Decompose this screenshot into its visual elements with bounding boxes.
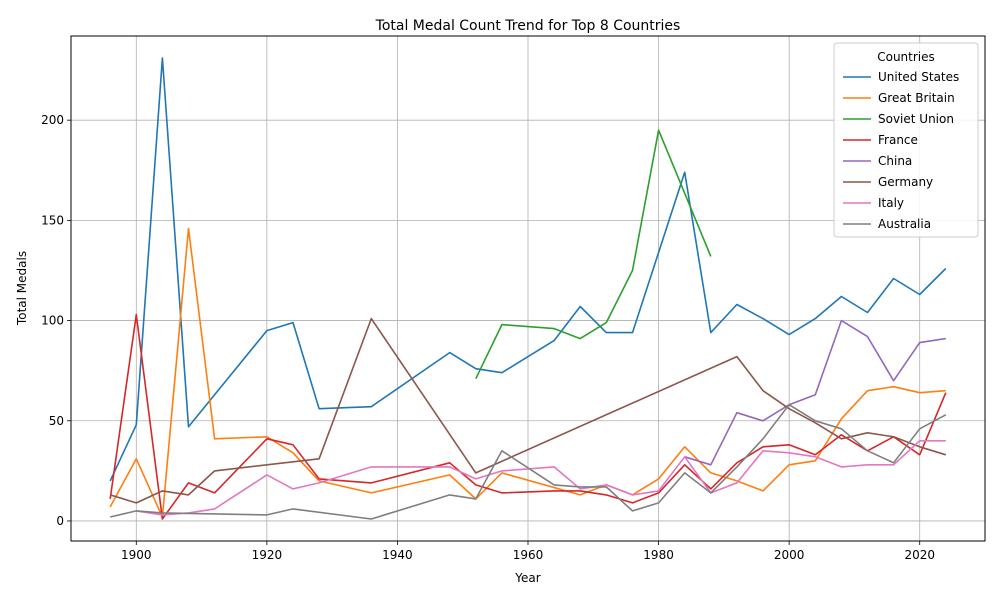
chart-title: Total Medal Count Trend for Top 8 Countr… bbox=[375, 18, 681, 34]
legend-label: China bbox=[878, 154, 912, 168]
legend-label: Great Britain bbox=[878, 91, 955, 105]
series-line-australia bbox=[110, 403, 947, 520]
grid-lines bbox=[71, 36, 985, 541]
series-line-soviet-union bbox=[475, 129, 712, 380]
y-axis: 0 50 100 150 200 bbox=[41, 113, 71, 528]
series-line-united-states bbox=[109, 57, 947, 482]
x-tick-label: 1900 bbox=[121, 548, 152, 562]
x-tick-label: 1980 bbox=[643, 548, 674, 562]
plot-area bbox=[109, 57, 947, 520]
x-tick-label: 1920 bbox=[252, 548, 283, 562]
series-line-china bbox=[684, 319, 946, 466]
y-tick-label: 200 bbox=[41, 113, 64, 127]
legend: Countries United States Great Britain Sovie… bbox=[833, 42, 979, 238]
x-tick-label: 1960 bbox=[513, 548, 544, 562]
legend-label: France bbox=[878, 133, 918, 147]
series-line-france bbox=[109, 313, 947, 520]
legend-title: Countries bbox=[877, 50, 935, 64]
legend-label: United States bbox=[878, 70, 959, 84]
series-line-italy bbox=[136, 440, 946, 516]
y-tick-label: 50 bbox=[49, 414, 64, 428]
x-tick-label: 2000 bbox=[774, 548, 805, 562]
y-tick-label: 0 bbox=[56, 514, 64, 528]
legend-box bbox=[833, 42, 979, 238]
x-tick-label: 2020 bbox=[904, 548, 935, 562]
legend-label: Australia bbox=[878, 217, 931, 231]
series-line-germany bbox=[109, 317, 947, 504]
y-tick-label: 150 bbox=[41, 213, 64, 227]
legend-label: Italy bbox=[878, 196, 904, 210]
y-axis-label: Total Medals bbox=[15, 251, 29, 326]
legend-label: Soviet Union bbox=[878, 112, 954, 126]
x-tick-label: 1940 bbox=[382, 548, 413, 562]
y-tick-label: 100 bbox=[41, 314, 64, 328]
x-axis-label: Year bbox=[514, 571, 540, 585]
legend-label: Germany bbox=[878, 175, 933, 189]
x-axis: 1900 1920 1940 1960 1980 2000 2020 bbox=[121, 541, 935, 562]
